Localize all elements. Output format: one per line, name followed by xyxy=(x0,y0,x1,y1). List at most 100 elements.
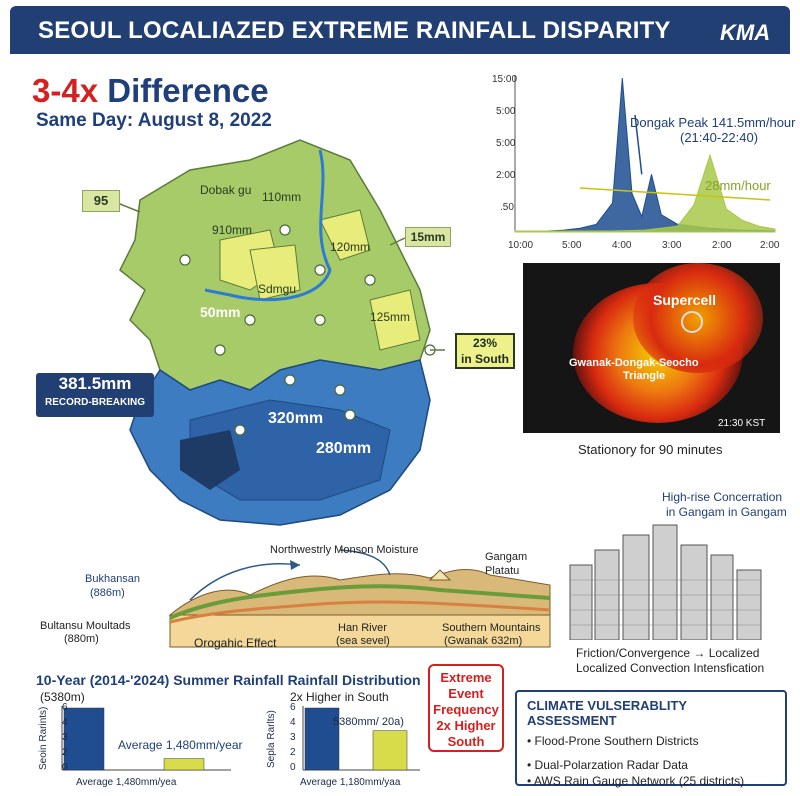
record-text: RECORD-BREAKING xyxy=(45,397,145,408)
terrain-green-layer xyxy=(169,584,551,620)
assessment-item-3-text: AWS Rain Gauge Network (25 districts) xyxy=(533,774,745,788)
callout-south-pct: 23% in South xyxy=(455,333,515,369)
left-top-label: (5380m) xyxy=(40,690,85,704)
subheadline: Same Day: August 8, 2022 xyxy=(36,110,272,131)
city-title-line2: in Gangam in Gangam xyxy=(666,505,787,519)
supercell-marker xyxy=(681,311,703,333)
bar-north xyxy=(304,707,340,771)
terrain-plateau: Platatu xyxy=(485,565,520,577)
terrain-southern: Southern Mountains xyxy=(442,622,541,634)
freq-line-1: Extreme xyxy=(440,670,492,685)
headline-rest: Difference xyxy=(98,72,269,109)
radar-panel xyxy=(523,263,780,433)
assessment-item-1-text: Flood-Prone Southern Districts xyxy=(534,734,699,748)
label-320mm: 320mm xyxy=(268,410,324,427)
ts-ytick-1: 5:00 xyxy=(496,106,516,117)
building-6 xyxy=(710,554,734,640)
bar-north xyxy=(63,707,105,771)
han-river xyxy=(204,149,332,302)
left-ytick-2: 2 xyxy=(62,747,68,758)
bar-south xyxy=(163,758,205,771)
city-skyline xyxy=(569,524,762,640)
record-value: 381.5mm xyxy=(58,374,132,393)
right-ytick-0: 0 xyxy=(290,762,296,773)
label-280mm: 280mm xyxy=(316,440,372,457)
moisture-arrow-head xyxy=(290,560,300,570)
radar-triangle-line1: Gwanak-Dongak-Seocho xyxy=(569,357,699,369)
left-xlabel: Average 1,480mm/yea xyxy=(76,777,177,788)
south-pct-value: 23% xyxy=(472,336,498,350)
ts-peak-leader xyxy=(634,114,643,175)
freq-line-2: Event xyxy=(448,686,484,701)
moisture-arrow-2 xyxy=(339,549,391,576)
south-pct-text: in South xyxy=(461,352,509,366)
terrain-bultansu-height: (880m) xyxy=(64,633,99,645)
assessment-title: CLIMATE VULSERABLITY ASSESSMENT xyxy=(527,698,687,728)
gangam-peak xyxy=(428,569,452,581)
ts-xtick-3: 3:00 xyxy=(662,240,682,251)
radar-supercell-label: Supercell xyxy=(653,292,717,308)
city-caption-line1: Friction/Convergence → Localized xyxy=(576,646,760,660)
right-xlabel: Average 1,180mm/yaa xyxy=(300,777,401,788)
ts-peak-time: (21:40-22:40) xyxy=(680,130,759,145)
ts-xtick-5: 2:00 xyxy=(760,240,780,251)
building-1 xyxy=(569,564,593,640)
terrain-moisture-label: Northwestrly Monson Moisture xyxy=(270,544,419,556)
terrain-gangam: Gangam xyxy=(485,551,528,563)
rainfall-timeseries-chart xyxy=(514,75,776,233)
assessment-item-2: • Dual-Polarzation Radar Data xyxy=(527,758,688,772)
freq-line-3: Frequency xyxy=(433,702,499,717)
terrain-bultansu: Bultansu Moultads xyxy=(40,620,131,632)
right-ytick-2: 2 xyxy=(290,747,296,758)
assessment-box: CLIMATE VULSERABLITY ASSESSMENT • Flood-… xyxy=(515,690,787,788)
label-50mm: 50mm xyxy=(200,304,241,320)
radar-triangle-line2: Triangle xyxy=(623,370,666,382)
ts-ytick-2: 5:00 xyxy=(496,138,516,149)
left-ytick-6: 6 xyxy=(62,702,68,713)
left-ylabel: Seoin Rarints) xyxy=(38,706,49,770)
right-ytick-3: 3 xyxy=(290,732,296,743)
callout-95: 95 xyxy=(82,190,120,212)
building-4 xyxy=(652,524,678,640)
right-top-label: 2x Higher in South xyxy=(290,690,389,704)
assessment-item-2-text: Dual-Polarzation Radar Data xyxy=(534,758,688,772)
label-120mm: 120mm xyxy=(330,240,371,254)
bar-south xyxy=(372,730,408,771)
building-5 xyxy=(680,544,708,640)
ts-xtick-4: 2:00 xyxy=(712,240,732,251)
label-somgu: Sdmgu xyxy=(258,282,297,296)
ts-xtick-0: 10:00 xyxy=(508,240,534,251)
record-callout: 381.5mm RECORD-BREAKING xyxy=(36,373,154,417)
terrain-cross-section xyxy=(168,549,551,648)
terrain-orange-layer xyxy=(169,600,551,624)
ts-second-label: 28mm/hour xyxy=(705,178,771,193)
headline-multiplier: 3-4x xyxy=(32,72,99,109)
terrain-southern-sub: (Gwanak 632m) xyxy=(444,635,523,647)
terrain-bukhansan: Bukhansan xyxy=(85,573,141,585)
callout-15mm: 15mm xyxy=(405,227,451,247)
left-ytick-3: 3 xyxy=(62,732,68,743)
left-ytick-4: 4 xyxy=(62,717,68,728)
kma-logo: KMA xyxy=(720,20,771,45)
right-ylabel: Sepla Rarlts) xyxy=(266,710,277,768)
left-bar-chart xyxy=(61,706,231,771)
header-bar xyxy=(10,6,790,54)
label-910mm: 910mm xyxy=(212,223,253,237)
right-ytick-4: 4 xyxy=(290,717,296,728)
label-dobak: Dobak gu xyxy=(200,183,252,197)
assessment-item-3: • AWS Rain Gauge Network (25 districts) xyxy=(527,774,745,788)
ts-ytick-4: .50 xyxy=(500,202,514,213)
city-title-line1: High-rise Concerration xyxy=(662,490,783,504)
ts-xtick-2: 4:00 xyxy=(612,240,632,251)
building-3 xyxy=(622,534,650,640)
terrain-hanriver-sub: (sea sevel) xyxy=(336,635,390,647)
terrain-hanriver: Han River xyxy=(338,622,387,634)
assessment-item-1: • Flood-Prone Southern Districts xyxy=(527,734,699,748)
terrain-bukhansan-height: (886m) xyxy=(90,587,125,599)
headline: 3-4x Difference xyxy=(32,72,269,110)
label-125mm: 125mm xyxy=(370,310,411,324)
ts-xtick-1: 5:00 xyxy=(562,240,582,251)
radar-caption: Stationory for 90 minutes xyxy=(578,442,723,457)
freq-line-4: 2x Higher xyxy=(436,718,496,733)
radar-time: 21:30 KST xyxy=(718,418,766,429)
